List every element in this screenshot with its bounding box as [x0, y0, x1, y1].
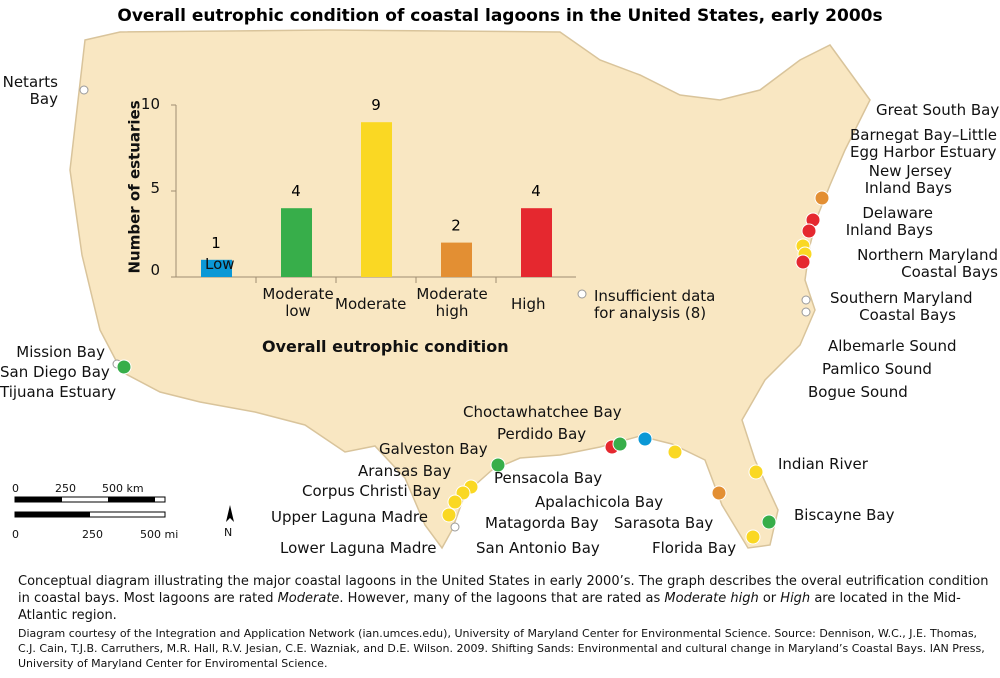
label-albemarle: Albemarle Sound	[828, 337, 957, 355]
label-pensacola: Pensacola Bay	[494, 469, 603, 487]
y-tick-0: 0	[150, 261, 160, 279]
site-marker-moderate	[667, 444, 683, 460]
x-tick-low: Low	[205, 255, 235, 273]
label-corpus-christi: Corpus Christi Bay	[302, 482, 441, 500]
label-southern-maryland: Southern Maryland Coastal Bays	[830, 289, 973, 324]
label-northern-maryland: Northern Maryland Coastal Bays	[857, 246, 998, 281]
scale-bar	[14, 496, 234, 522]
x-tick-moderate: Moderate	[335, 295, 407, 313]
site-marker-high	[801, 223, 817, 239]
label-great-south-bay: Great South Bay	[876, 101, 1000, 119]
legend-line2: for analysis (8)	[594, 304, 707, 322]
label-perdido: Perdido Bay	[497, 425, 587, 443]
scale-mi-0: 0	[12, 528, 19, 541]
label-choctawhatchee: Choctawhatchee Bay	[463, 403, 622, 421]
scale-km-500: 500 km	[102, 482, 144, 495]
x-tick-high: High	[511, 295, 546, 313]
label-bogue: Bogue Sound	[808, 383, 908, 401]
site-marker-insufficient	[801, 295, 811, 305]
bar-value-label: 4	[291, 182, 301, 200]
label-upper-laguna: Upper Laguna Madre	[271, 508, 428, 526]
caption: Conceptual diagram illustrating the majo…	[18, 574, 989, 623]
site-marker-moderate	[441, 507, 457, 523]
label-apalachicola: Apalachicola Bay	[535, 493, 664, 511]
us-map: 1 4 9 2 4	[14, 29, 871, 550]
label-barnegat: Barnegat Bay–Little Egg Harbor Estuary	[850, 126, 998, 161]
us-land	[69, 29, 871, 550]
credits: Diagram courtesy of the Integration and …	[18, 627, 985, 670]
bar-value-label: 1	[211, 234, 221, 252]
site-marker-insufficient	[450, 522, 460, 532]
site-marker-low	[637, 431, 653, 447]
site-marker-insufficient	[801, 307, 811, 317]
site-marker-moderate	[447, 494, 463, 510]
label-florida-bay: Florida Bay	[652, 539, 737, 557]
bar-moderate-high	[441, 242, 472, 277]
label-tijuana: Tijuana Estuary	[0, 383, 117, 401]
legend-insufficient: Insufficient data for analysis (8)	[594, 288, 715, 322]
scale-km-250: 250	[55, 482, 76, 495]
bar-low	[201, 259, 232, 277]
site-marker-moderate-low	[490, 457, 506, 473]
legend-line1: Insufficient data	[594, 287, 716, 305]
site-marker-moderate-high	[711, 485, 727, 501]
y-tick-5: 5	[150, 179, 160, 197]
label-biscayne: Biscayne Bay	[794, 506, 895, 524]
bar-value-label: 4	[531, 182, 541, 200]
site-marker-moderate-low	[116, 359, 132, 375]
site-marker-insufficient	[577, 289, 587, 299]
label-netarts: Netarts Bay	[2, 73, 58, 108]
site-marker-moderate-low	[612, 436, 628, 452]
label-delaware: Delaware Inland Bays	[845, 204, 933, 239]
label-lower-laguna: Lower Laguna Madre	[280, 539, 437, 557]
bar-high	[521, 208, 552, 277]
bar-moderate-low	[281, 208, 312, 277]
label-aransas: Aransas Bay	[358, 462, 452, 480]
label-galveston: Galveston Bay	[379, 440, 488, 458]
scale-km-0: 0	[12, 482, 19, 495]
label-sarasota: Sarasota Bay	[614, 514, 714, 532]
label-mission-bay: Mission Bay	[16, 343, 105, 361]
site-marker-high	[795, 254, 811, 270]
x-tick-moderate-high: Moderate high	[416, 285, 488, 320]
bar-value-label: 9	[371, 96, 381, 114]
x-tick-moderate-low: Moderate low	[262, 285, 334, 320]
site-marker-moderate	[748, 464, 764, 480]
site-marker-moderate-high	[814, 190, 830, 206]
map-title: Overall eutrophic condition of coastal l…	[117, 6, 883, 26]
label-new-jersey: New Jersey Inland Bays	[864, 162, 952, 197]
north-label: N	[224, 526, 233, 539]
y-tick-10: 10	[140, 95, 160, 113]
site-marker-moderate-low	[761, 514, 777, 530]
scale-mi-500: 500 mi	[140, 528, 179, 541]
site-marker-moderate	[745, 529, 761, 545]
label-pamlico: Pamlico Sound	[822, 360, 932, 378]
north-arrow-icon	[226, 505, 234, 522]
x-axis-label: Overall eutrophic condition	[262, 337, 509, 356]
bar-value-label: 2	[451, 217, 461, 235]
site-marker-insufficient	[79, 85, 89, 95]
scale-mi-250: 250	[82, 528, 103, 541]
bar-moderate	[361, 122, 392, 277]
label-san-diego-bay: San Diego Bay	[0, 363, 110, 381]
label-matagorda: Matagorda Bay	[485, 514, 599, 532]
label-san-antonio: San Antonio Bay	[476, 539, 600, 557]
label-indian-river: Indian River	[778, 455, 868, 473]
